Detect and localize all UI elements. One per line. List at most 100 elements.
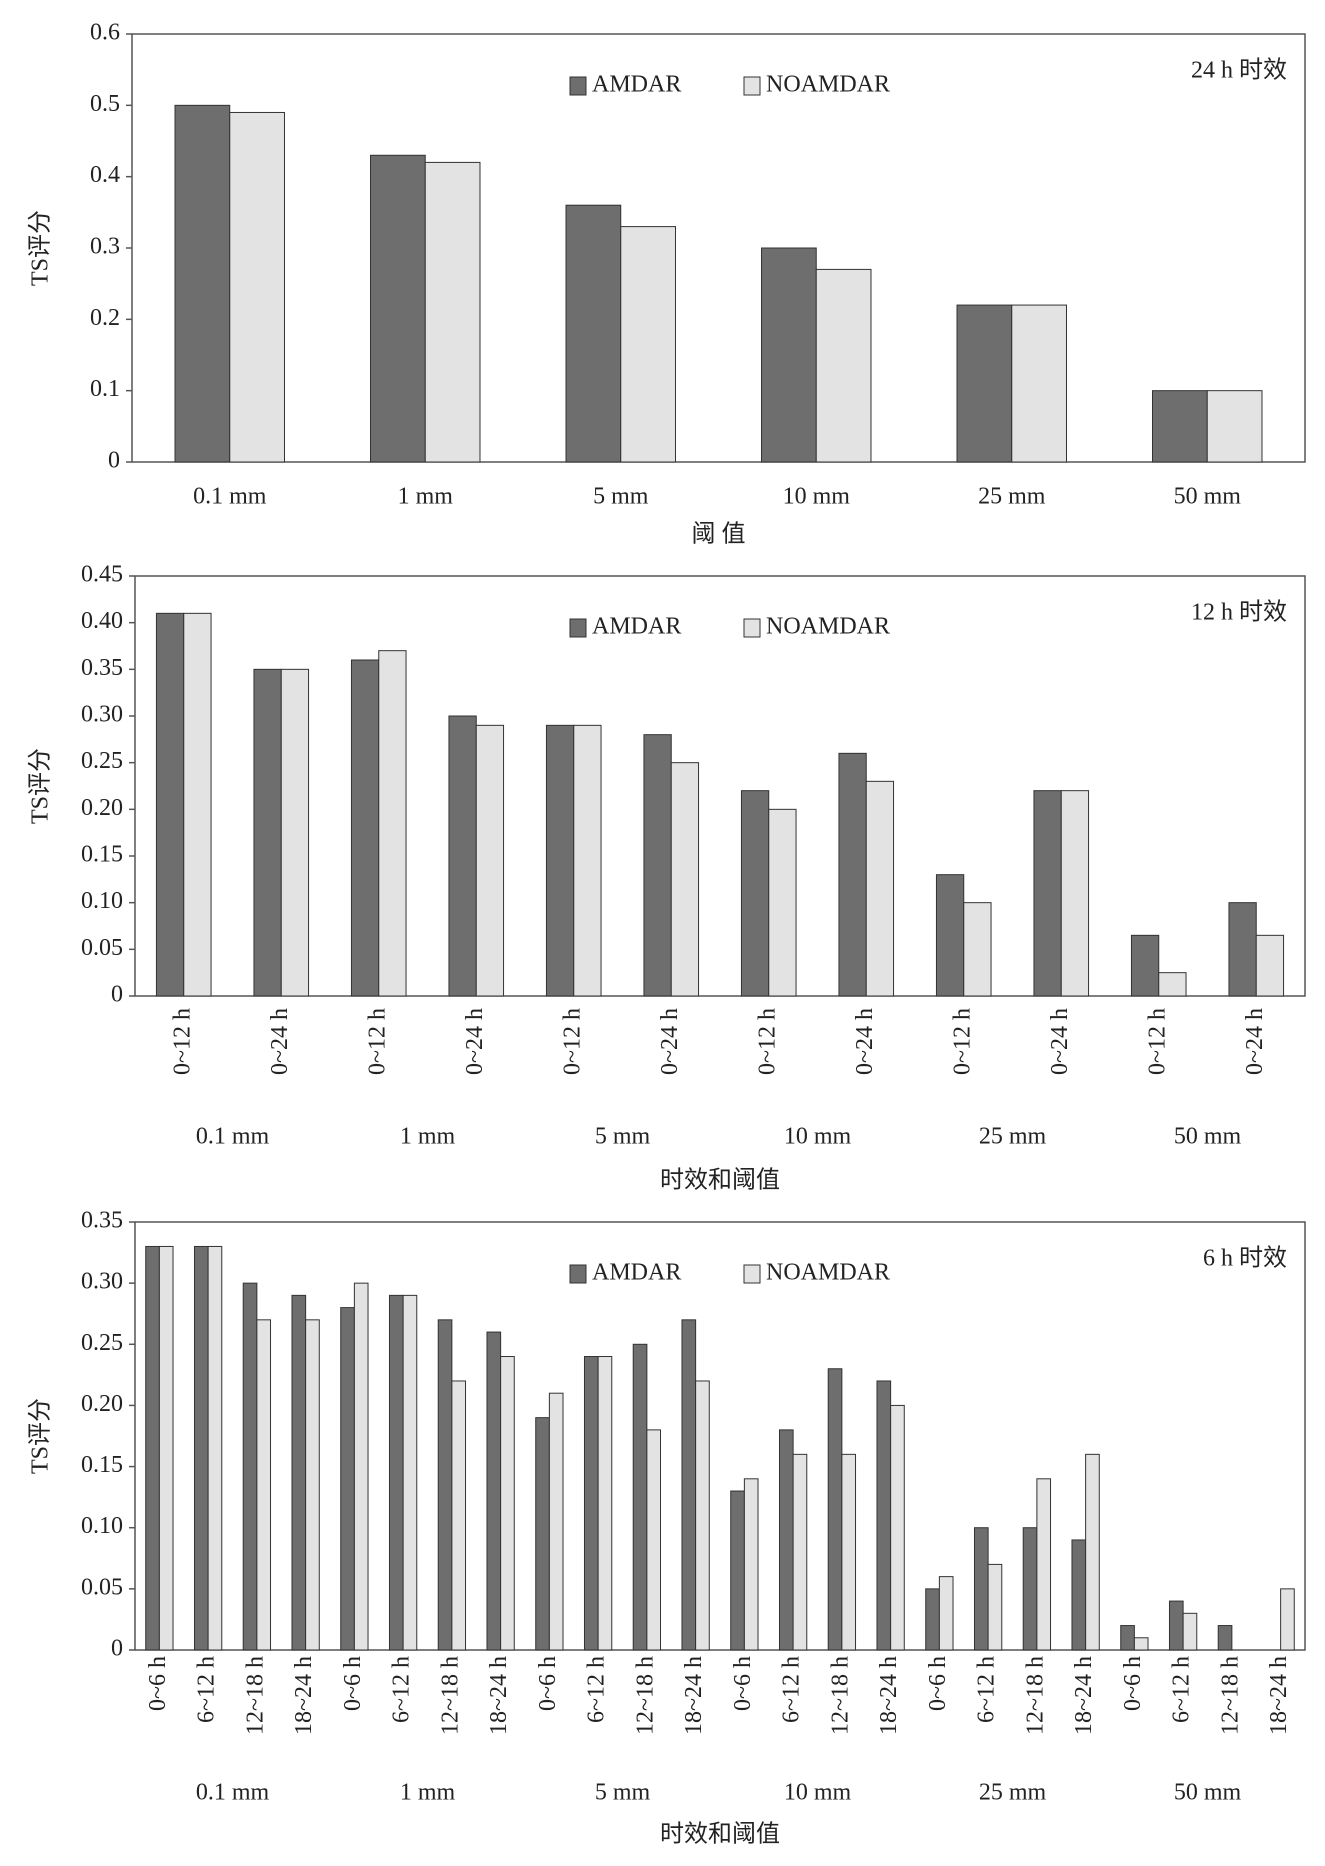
y-tick-label: 0.30 xyxy=(81,1269,123,1295)
bar xyxy=(956,304,1013,463)
bar xyxy=(670,762,700,997)
x-tick-label: 0~6 h xyxy=(1120,1656,1146,1711)
group-label: 5 mm xyxy=(595,1124,651,1150)
bar xyxy=(681,1319,697,1651)
y-tick-label: 0.25 xyxy=(81,748,123,774)
x-tick-label: 0~24 h xyxy=(267,1008,293,1075)
bar xyxy=(768,808,797,997)
legend-swatch xyxy=(743,618,761,638)
bar xyxy=(963,902,992,997)
bar xyxy=(695,1380,710,1651)
x-axis-label: 时效和阈值 xyxy=(660,1821,780,1848)
bar xyxy=(583,1356,599,1651)
legend-label: NOAMDAR xyxy=(766,1260,890,1286)
y-axis-label: TS评分 xyxy=(27,748,54,824)
group-label: 0.1 mm xyxy=(196,1124,270,1150)
bar xyxy=(291,1294,307,1651)
legend-label: AMDAR xyxy=(592,614,681,640)
x-tick-label: 0~24 h xyxy=(1242,1008,1268,1075)
x-tick-label: 0.1 mm xyxy=(193,484,267,510)
group-label: 50 mm xyxy=(1174,1780,1242,1806)
x-tick-label: 0~24 h xyxy=(657,1008,683,1075)
bar xyxy=(402,1294,418,1651)
bar xyxy=(378,650,407,997)
bar xyxy=(646,1429,662,1651)
bar xyxy=(876,1380,892,1651)
bar xyxy=(1206,390,1263,463)
x-axis-label: 阈 值 xyxy=(692,521,746,548)
bar xyxy=(353,1282,369,1651)
bar xyxy=(158,1245,174,1651)
bar xyxy=(1158,972,1187,997)
bar xyxy=(500,1356,515,1651)
x-tick-label: 0~12 h xyxy=(169,1008,195,1075)
bar xyxy=(388,1294,404,1651)
bar xyxy=(865,780,895,997)
y-tick-label: 0.45 xyxy=(81,562,123,588)
y-axis-label: TS评分 xyxy=(27,210,54,286)
bar xyxy=(535,1417,550,1651)
annotation: 6 h 时效 xyxy=(1203,1245,1287,1272)
y-tick-label: 0.35 xyxy=(81,1208,123,1234)
bar xyxy=(1011,304,1067,463)
x-tick-label: 6~12 h xyxy=(584,1656,610,1723)
x-tick-label: 18~24 h xyxy=(486,1656,512,1735)
x-tick-label: 6~12 h xyxy=(1169,1656,1195,1723)
bar xyxy=(1130,934,1160,997)
x-tick-label: 0~24 h xyxy=(462,1008,488,1075)
y-tick-label: 0.30 xyxy=(81,702,123,728)
x-tick-label: 18~24 h xyxy=(1071,1656,1097,1735)
x-tick-label: 0~24 h xyxy=(852,1008,878,1075)
y-tick-label: 0.40 xyxy=(81,608,123,634)
x-tick-label: 0~6 h xyxy=(145,1656,171,1711)
bar xyxy=(155,612,185,997)
bar xyxy=(545,724,575,997)
bar xyxy=(305,1319,320,1651)
bar xyxy=(253,668,282,997)
bar xyxy=(448,715,477,997)
bar xyxy=(730,1490,745,1651)
y-tick-label: 0.10 xyxy=(81,1513,123,1539)
bar xyxy=(256,1319,272,1651)
legend-swatch xyxy=(569,76,587,96)
bar xyxy=(145,1245,160,1651)
x-tick-label: 18~24 h xyxy=(291,1656,317,1735)
bar xyxy=(340,1307,355,1651)
bar xyxy=(973,1527,989,1651)
bar xyxy=(183,612,212,997)
x-tick-label: 12~18 h xyxy=(827,1656,853,1735)
bar xyxy=(242,1282,258,1651)
bar xyxy=(548,1392,564,1651)
bar xyxy=(597,1356,613,1651)
legend-label: AMDAR xyxy=(592,1260,681,1286)
bar xyxy=(792,1453,808,1651)
y-tick-label: 0.2 xyxy=(90,305,120,331)
bar xyxy=(987,1563,1003,1651)
x-tick-label: 0~6 h xyxy=(730,1656,756,1711)
bar xyxy=(841,1453,857,1651)
bar xyxy=(761,247,817,463)
bar xyxy=(815,268,872,463)
y-tick-label: 0.25 xyxy=(81,1330,123,1356)
x-tick-label: 0~6 h xyxy=(340,1656,366,1711)
x-tick-label: 6~12 h xyxy=(194,1656,220,1723)
plot-frame xyxy=(134,1221,1306,1651)
y-tick-label: 0 xyxy=(108,448,120,474)
bar xyxy=(280,668,310,997)
bar xyxy=(229,111,285,463)
x-tick-label: 10 mm xyxy=(783,484,851,510)
legend-swatch xyxy=(743,1264,761,1284)
bar xyxy=(437,1319,453,1651)
y-tick-label: 0.20 xyxy=(81,795,123,821)
bar xyxy=(1168,1600,1184,1651)
x-tick-label: 25 mm xyxy=(978,484,1046,510)
y-tick-label: 0.05 xyxy=(81,935,123,961)
bar xyxy=(1255,934,1285,997)
annotation: 24 h 时效 xyxy=(1191,57,1287,84)
bar xyxy=(643,734,672,997)
bar xyxy=(1036,1478,1052,1651)
y-tick-label: 0.15 xyxy=(81,1452,123,1478)
y-tick-label: 0.3 xyxy=(90,234,120,260)
y-tick-label: 0.5 xyxy=(90,91,120,117)
bar xyxy=(350,659,380,997)
